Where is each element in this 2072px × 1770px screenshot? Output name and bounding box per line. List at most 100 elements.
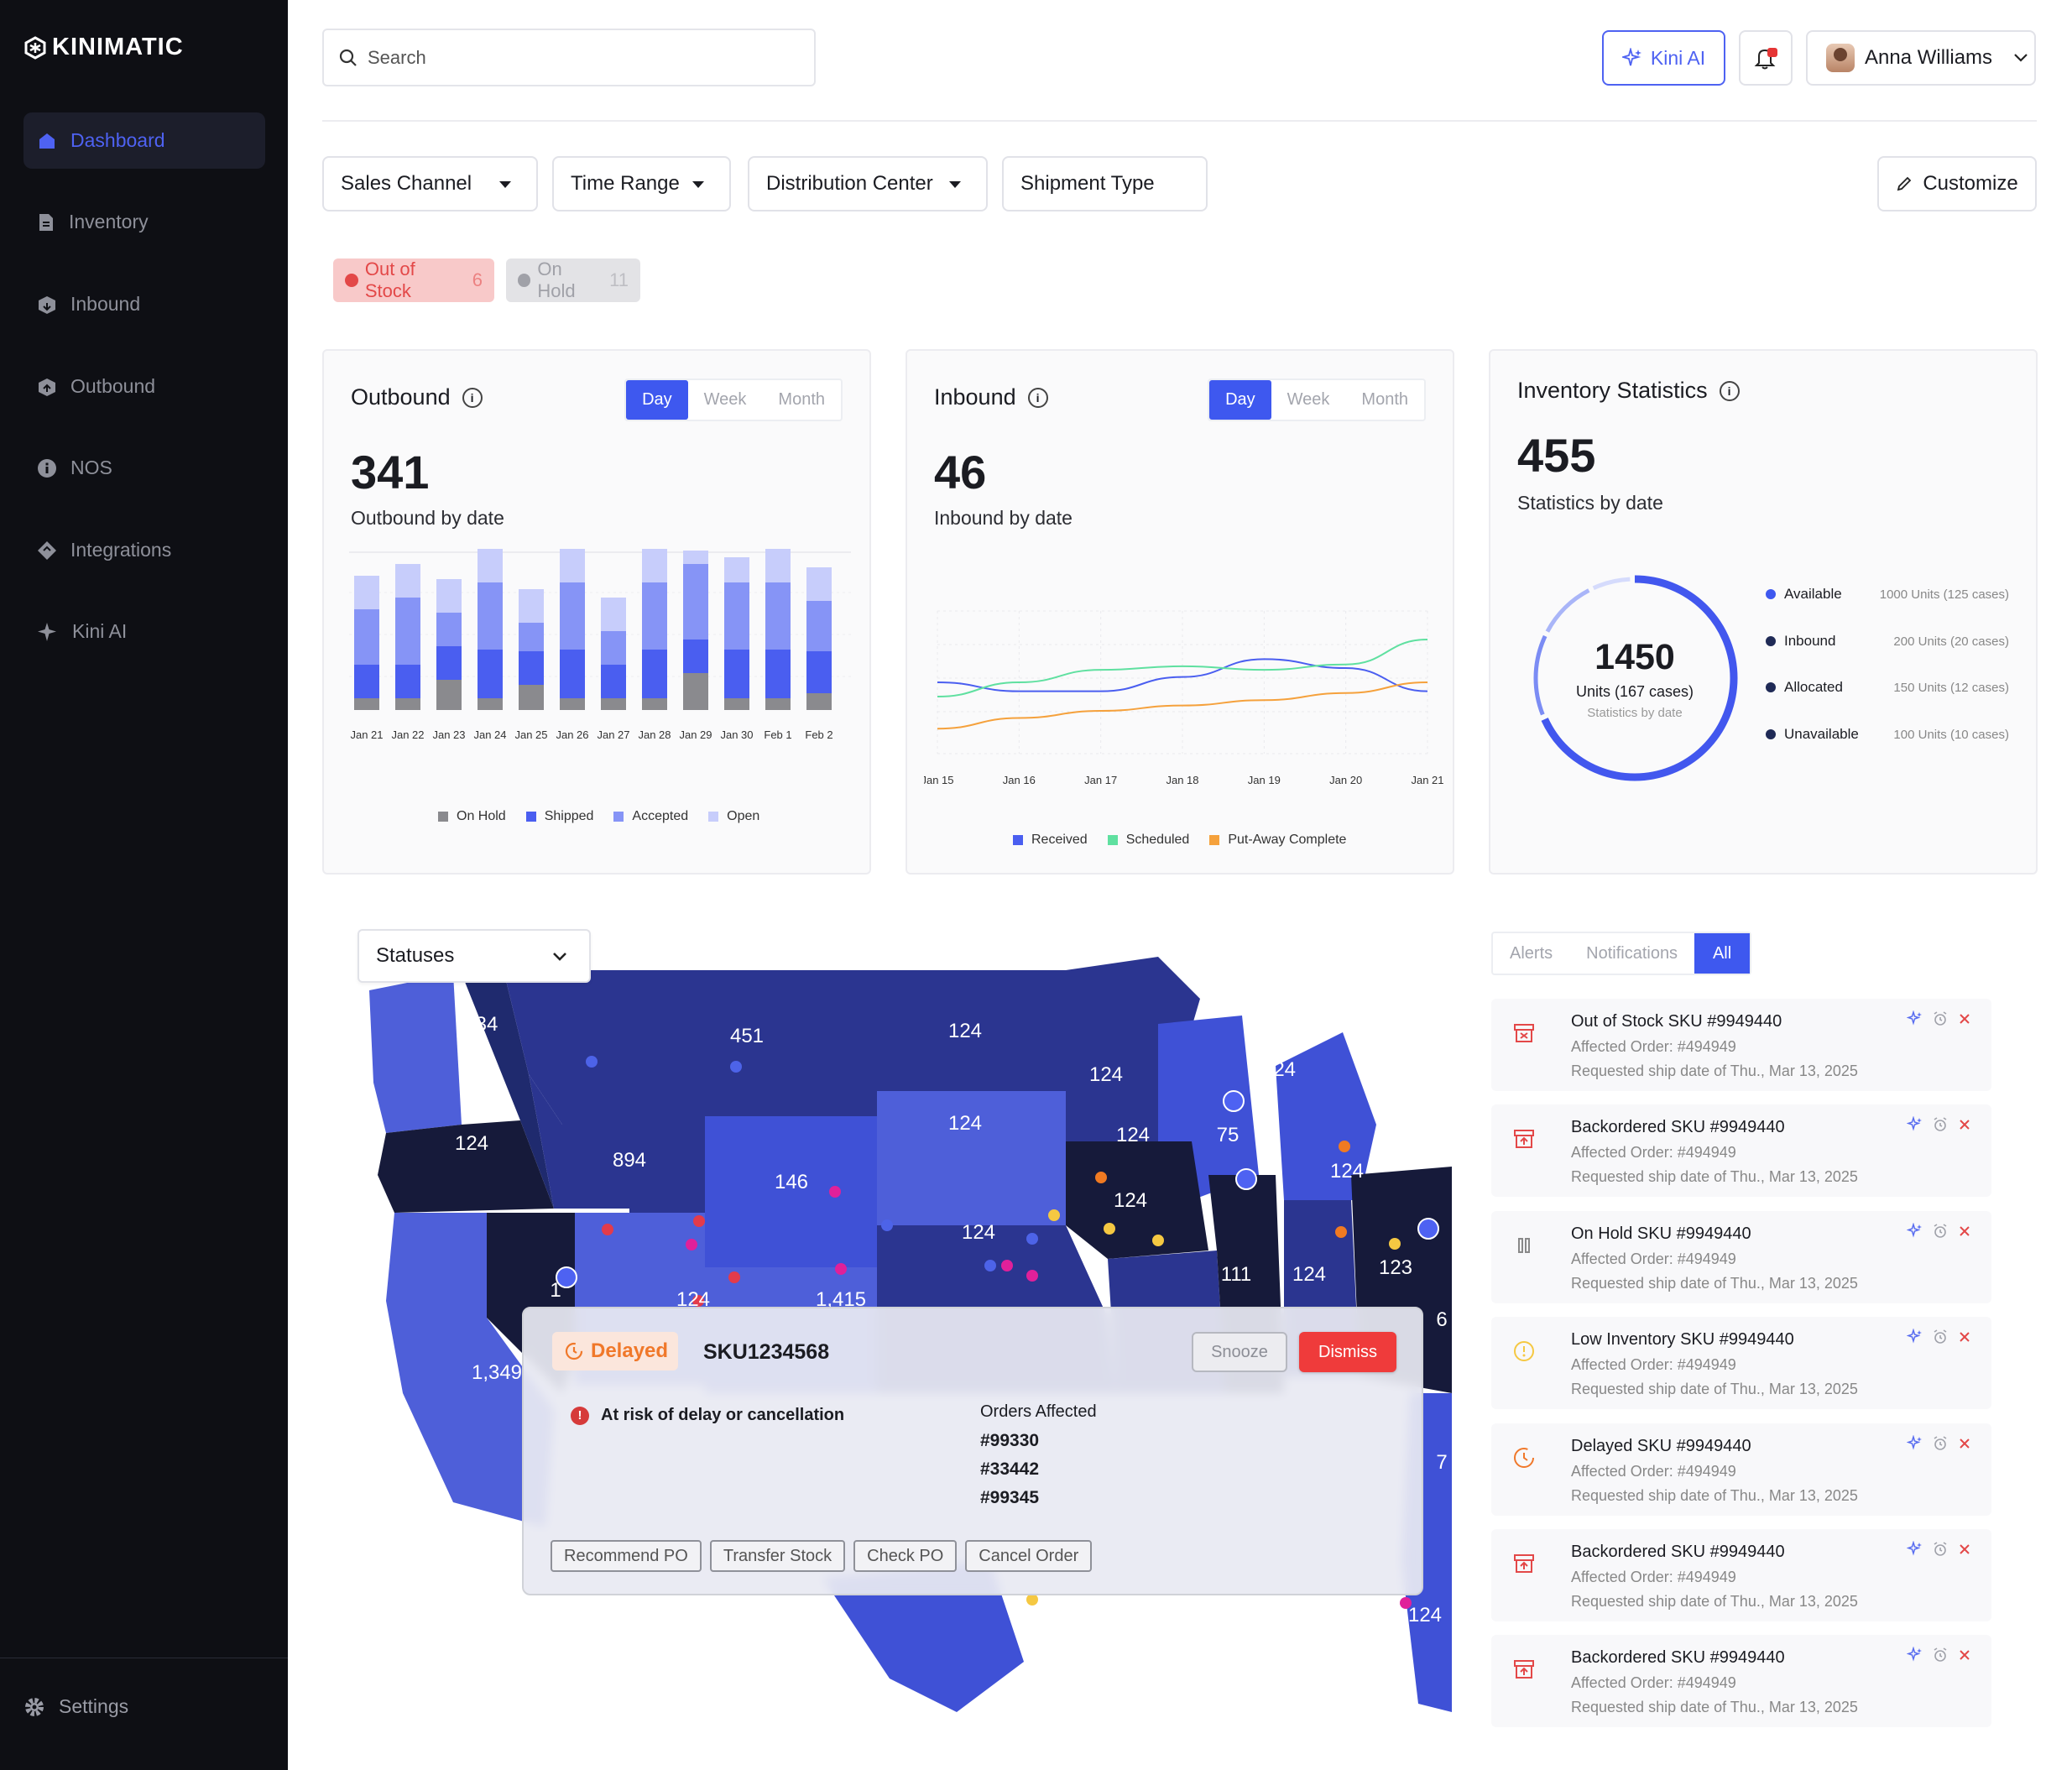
alarm-icon[interactable] <box>1932 1541 1949 1558</box>
close-icon[interactable] <box>1957 1647 1972 1663</box>
bar-segment[interactable] <box>519 623 544 651</box>
bar-segment[interactable] <box>395 698 420 710</box>
sidebar-item-outbound[interactable]: Outbound <box>23 358 265 415</box>
bar-segment[interactable] <box>724 650 749 698</box>
tab-week[interactable]: Week <box>703 390 747 409</box>
bar-segment[interactable] <box>436 646 462 680</box>
bar-segment[interactable] <box>436 680 462 710</box>
map-marker[interactable] <box>984 1260 996 1271</box>
bar-segment[interactable] <box>601 665 626 698</box>
map-marker[interactable] <box>1026 1270 1038 1282</box>
filter-sales-channel[interactable]: Sales Channel <box>322 156 538 211</box>
search-box[interactable] <box>322 29 816 86</box>
state-california[interactable] <box>386 1213 554 1527</box>
state-nebraska[interactable] <box>877 1225 1108 1318</box>
sidebar-item-inbound[interactable]: Inbound <box>23 276 265 332</box>
sparkle-icon[interactable] <box>1907 1647 1923 1663</box>
chip-on-hold[interactable]: On Hold 11 <box>506 258 640 302</box>
order-number[interactable]: #33442 <box>980 1459 1040 1479</box>
warehouse-pin-icon[interactable] <box>1223 1090 1245 1112</box>
bar-segment[interactable] <box>395 598 420 665</box>
bar-segment[interactable] <box>642 698 667 710</box>
bar-segment[interactable] <box>519 651 544 685</box>
sidebar-item-kini-ai[interactable]: Kini AI <box>23 603 265 660</box>
bar-segment[interactable] <box>724 698 749 710</box>
snooze-button[interactable]: Snooze <box>1192 1332 1287 1372</box>
close-icon[interactable] <box>1957 1011 1972 1026</box>
map-marker[interactable] <box>602 1224 613 1235</box>
bar-segment[interactable] <box>560 650 585 698</box>
customize-button[interactable]: Customize <box>1877 156 2037 211</box>
info-icon[interactable]: i <box>1027 387 1048 408</box>
bar-segment[interactable] <box>642 549 667 582</box>
warehouse-pin-icon[interactable] <box>1235 1168 1257 1190</box>
chip-out-of-stock[interactable]: Out of Stock 6 <box>333 258 494 302</box>
transfer-stock-button[interactable]: Transfer Stock <box>709 1540 846 1572</box>
map-marker[interactable] <box>730 1061 742 1073</box>
tab-day[interactable]: Day <box>626 380 688 420</box>
map-marker[interactable] <box>693 1215 705 1227</box>
bar-segment[interactable] <box>601 598 626 631</box>
tab-month[interactable]: Month <box>1361 390 1408 409</box>
sidebar-item-nos[interactable]: NOS <box>23 440 265 496</box>
bar-segment[interactable] <box>395 564 420 598</box>
bar-segment[interactable] <box>436 613 462 646</box>
bar-segment[interactable] <box>683 640 708 673</box>
bar-segment[interactable] <box>478 582 503 650</box>
state-idaho[interactable] <box>462 970 554 1209</box>
map-marker[interactable] <box>1339 1141 1350 1152</box>
statuses-dropdown[interactable]: Statuses <box>358 929 591 983</box>
bar-segment[interactable] <box>354 665 379 698</box>
map-marker[interactable] <box>1389 1238 1401 1250</box>
bar-segment[interactable] <box>765 698 791 710</box>
sidebar-item-inventory[interactable]: Inventory <box>23 194 265 250</box>
series-line[interactable] <box>937 639 1428 697</box>
donut-slice[interactable] <box>1532 575 1738 781</box>
bar-segment[interactable] <box>436 579 462 613</box>
filter-shipment-type[interactable]: Shipment Type <box>1002 156 1208 211</box>
search-input[interactable] <box>368 46 804 69</box>
sparkle-icon[interactable] <box>1907 1222 1923 1240</box>
bar-segment[interactable] <box>601 698 626 710</box>
bar-segment[interactable] <box>519 685 544 710</box>
map-marker[interactable] <box>692 1295 704 1307</box>
bar-segment[interactable] <box>806 601 832 651</box>
bar-segment[interactable] <box>354 609 379 665</box>
tab-week[interactable]: Week <box>1287 390 1330 409</box>
alert-card[interactable]: Low Inventory SKU #9949440 Affected Orde… <box>1491 1317 1991 1410</box>
alarm-icon[interactable] <box>1932 1223 1949 1240</box>
warehouse-pin-icon[interactable] <box>556 1266 577 1288</box>
alarm-icon[interactable] <box>1932 1329 1949 1345</box>
bar-segment[interactable] <box>806 651 832 693</box>
kini-ai-button[interactable]: Kini AI <box>1602 30 1725 86</box>
bar-segment[interactable] <box>683 551 708 564</box>
filter-time-range[interactable]: Time Range <box>552 156 731 211</box>
sparkle-icon[interactable] <box>1907 1010 1923 1027</box>
series-line[interactable] <box>937 658 1428 692</box>
bar-segment[interactable] <box>519 589 544 623</box>
bar-segment[interactable] <box>642 650 667 698</box>
bar-segment[interactable] <box>642 582 667 650</box>
map-marker[interactable] <box>881 1219 893 1231</box>
bar-segment[interactable] <box>765 549 791 582</box>
tab-all[interactable]: All <box>1694 933 1751 974</box>
state-north-dakota[interactable] <box>877 970 1066 1091</box>
info-icon[interactable]: i <box>1719 380 1740 401</box>
map-marker[interactable] <box>1001 1260 1013 1271</box>
bar-segment[interactable] <box>560 549 585 582</box>
tab-day[interactable]: Day <box>1209 380 1271 420</box>
sidebar-item-dashboard[interactable]: Dashboard <box>23 112 265 169</box>
bar-segment[interactable] <box>683 673 708 710</box>
sparkle-icon[interactable] <box>1907 1329 1923 1345</box>
bar-segment[interactable] <box>354 698 379 710</box>
close-icon[interactable] <box>1957 1329 1972 1344</box>
alert-card[interactable]: Delayed SKU #9949440 Affected Order: #49… <box>1491 1423 1991 1516</box>
sidebar-item-settings[interactable]: Settings <box>23 1695 128 1718</box>
bar-segment[interactable] <box>395 665 420 698</box>
map-marker[interactable] <box>1152 1235 1164 1246</box>
info-icon[interactable]: i <box>462 387 483 408</box>
map-marker[interactable] <box>829 1186 841 1198</box>
series-line[interactable] <box>937 681 1428 730</box>
warehouse-pin-icon[interactable] <box>1417 1218 1439 1240</box>
donut-slice[interactable] <box>1533 577 1736 780</box>
